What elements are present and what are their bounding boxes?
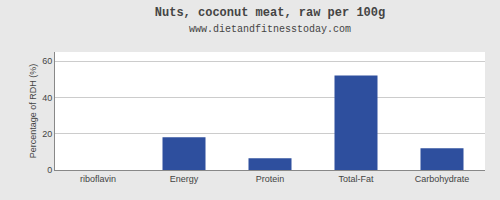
svg-text:Carbohydrate: Carbohydrate (415, 174, 470, 184)
svg-text:Total-Fat: Total-Fat (338, 174, 374, 184)
svg-text:40: 40 (42, 93, 52, 103)
svg-text:20: 20 (42, 129, 52, 139)
svg-text:Nuts, coconut meat, raw per 10: Nuts, coconut meat, raw per 100gwww.diet… (155, 6, 385, 35)
svg-text:0: 0 (47, 165, 52, 175)
svg-text:Energy: Energy (170, 174, 199, 184)
svg-text:Percentage of RDH (%): Percentage of RDH (%) (28, 64, 38, 159)
svg-text:Protein: Protein (256, 174, 285, 184)
svg-text:60: 60 (42, 56, 52, 66)
svg-text:riboflavin: riboflavin (80, 174, 116, 184)
